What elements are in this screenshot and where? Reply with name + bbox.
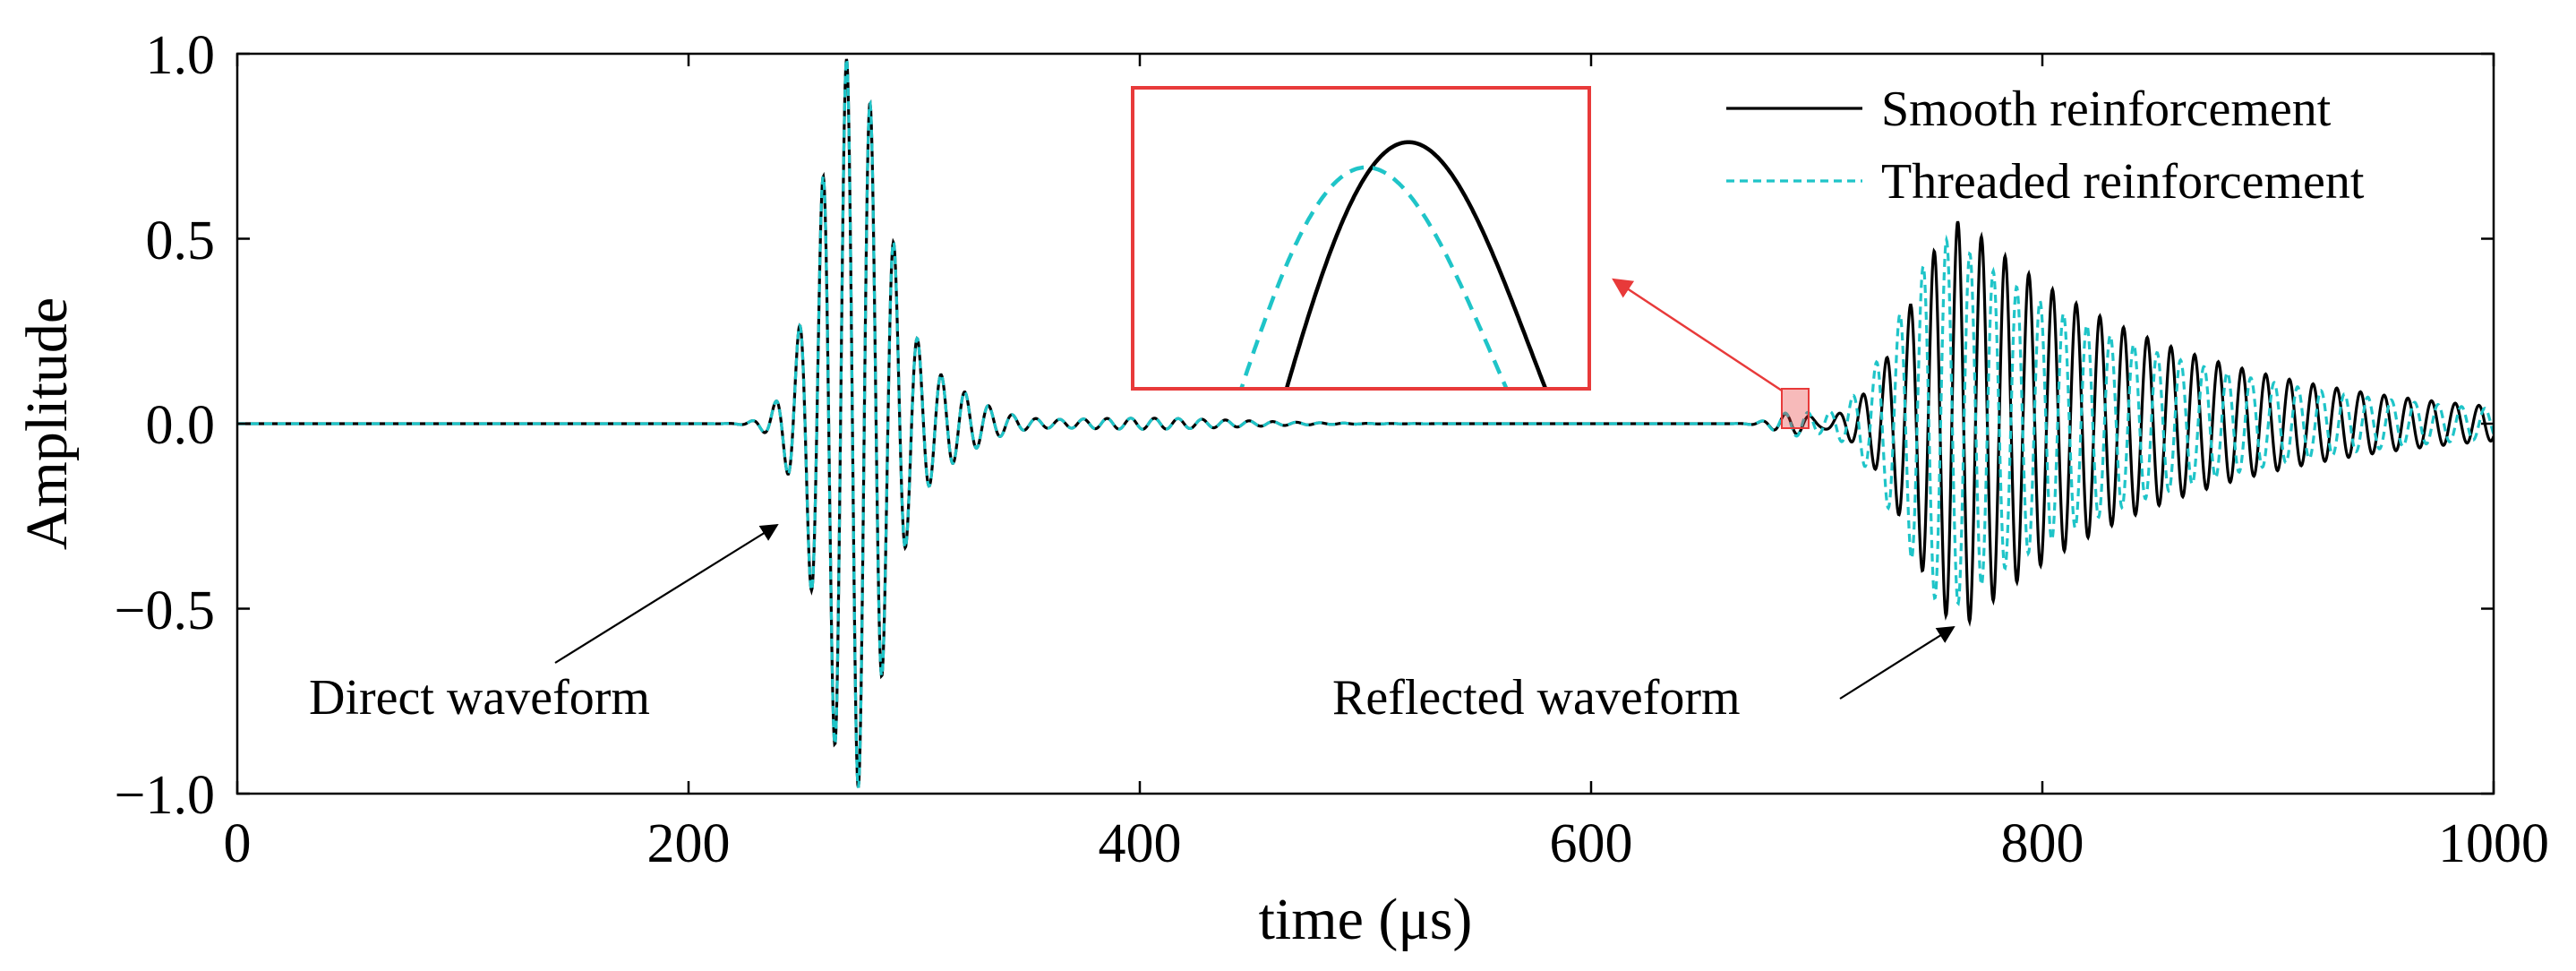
zoom-region-marker	[1781, 388, 1810, 429]
x-tick-label: 400	[1099, 813, 1182, 874]
zoom-arrow	[1612, 278, 1783, 392]
legend-label-smooth: Smooth reinforcement	[1881, 82, 2332, 137]
x-axis-title: time (μs)	[1259, 887, 1473, 952]
y-axis-title: Amplitude	[14, 297, 80, 550]
series-line-threaded-reinforcement	[237, 58, 2494, 788]
x-tick-label: 1000	[2438, 813, 2549, 874]
y-tick-label: 0.5	[146, 211, 216, 271]
x-tick-label: 800	[2001, 813, 2084, 874]
y-tick-label: 1.0	[146, 25, 216, 86]
y-tick-label: −1.0	[115, 765, 215, 826]
y-axis-tick-labels: 1.0 0.5 0.0 −0.5 −1.0	[115, 25, 215, 826]
y-tick-label: 0.0	[146, 395, 216, 456]
annotation-direct-arrow	[554, 523, 779, 664]
annotation-reflected: Reflected waveform	[1332, 625, 1956, 726]
inset-line-smooth	[1284, 140, 1548, 389]
inset-frame	[1131, 86, 1591, 391]
x-tick-label: 0	[224, 813, 252, 874]
y-axis-ticks	[237, 52, 2494, 795]
annotation-reflected-arrow	[1839, 625, 1956, 700]
legend-label-threaded: Threaded reinforcement	[1881, 154, 2365, 210]
annotation-reflected-label: Reflected waveform	[1332, 670, 1741, 726]
legend: Smooth reinforcement Threaded reinforcem…	[1726, 82, 2365, 210]
y-tick-label: −0.5	[115, 580, 215, 641]
inset-line-threaded	[1238, 165, 1510, 389]
x-tick-label: 200	[647, 813, 731, 874]
inset-zoom	[1131, 86, 1591, 391]
x-axis-ticks	[235, 54, 2495, 794]
x-tick-label: 600	[1550, 813, 1633, 874]
x-axis-tick-labels: 0 200 400 600 800 1000	[224, 813, 2550, 874]
annotation-direct-label: Direct waveform	[309, 670, 650, 726]
annotation-direct: Direct waveform	[309, 523, 779, 726]
